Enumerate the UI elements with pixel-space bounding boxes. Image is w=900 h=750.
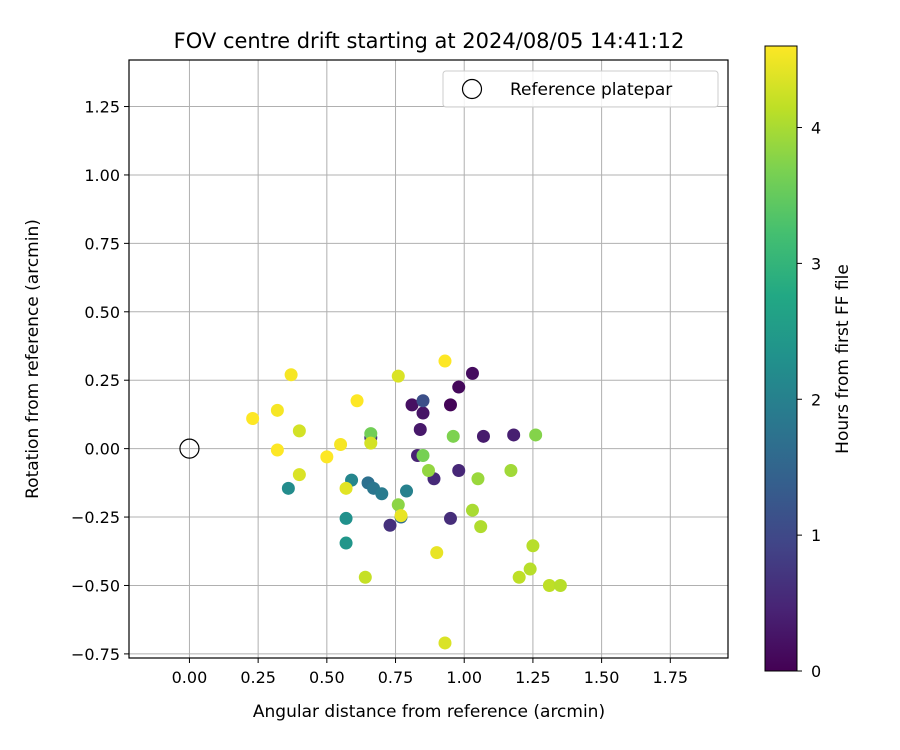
- data-point: [281, 481, 295, 495]
- data-point: [400, 484, 414, 498]
- data-point: [339, 536, 353, 550]
- y-tick-label: −0.25: [71, 508, 120, 527]
- data-point: [553, 578, 567, 592]
- y-tick-label: −0.50: [71, 576, 120, 595]
- data-point: [452, 464, 466, 478]
- data-point: [504, 464, 518, 478]
- data-point: [391, 498, 405, 512]
- reference-marker: [179, 438, 200, 459]
- data-point: [465, 366, 479, 380]
- data-point: [350, 394, 364, 408]
- chart-title: FOV centre drift starting at 2024/08/05 …: [174, 29, 685, 53]
- y-axis-label: Rotation from reference (arcmin): [23, 219, 43, 499]
- x-tick-label: 1.50: [584, 668, 620, 687]
- data-point: [358, 570, 372, 584]
- data-point: [334, 438, 348, 452]
- data-point: [416, 394, 430, 408]
- data-point: [474, 520, 488, 534]
- data-point: [465, 503, 479, 517]
- x-tick-label: 0.50: [309, 668, 345, 687]
- data-point: [526, 539, 540, 553]
- data-point: [443, 511, 457, 525]
- data-point: [416, 448, 430, 462]
- legend-label-reference: Reference platepar: [510, 80, 672, 100]
- x-tick-label: 0.00: [172, 668, 208, 687]
- data-point: [413, 422, 427, 436]
- data-point: [364, 427, 378, 441]
- y-tick-label: 0.00: [84, 440, 120, 459]
- x-tick-label: 1.25: [515, 668, 551, 687]
- x-axis-label: Angular distance from reference (arcmin): [253, 702, 605, 722]
- data-point: [542, 578, 556, 592]
- data-point: [476, 429, 490, 443]
- data-point: [364, 436, 378, 450]
- legend-marker-reference: [461, 78, 483, 100]
- data-point: [292, 424, 306, 438]
- data-point: [339, 481, 353, 495]
- y-tick-label: 1.25: [84, 98, 120, 117]
- x-tick-label: 0.25: [240, 668, 276, 687]
- data-point: [320, 450, 334, 464]
- data-point: [292, 468, 306, 482]
- data-point: [375, 487, 389, 501]
- y-tick-label: 0.25: [84, 371, 120, 390]
- legend-box: [442, 70, 719, 108]
- legend: Reference platepar: [442, 70, 719, 108]
- colorbar-gradient: [764, 45, 798, 672]
- data-point: [246, 412, 260, 426]
- data-point: [438, 354, 452, 368]
- data-point: [270, 443, 284, 457]
- x-axis-ticks: 0.00 0.25 0.50 0.75 1.00 1.25 1.50 1.75: [172, 658, 688, 687]
- data-point: [383, 518, 397, 532]
- y-tick-label: 0.75: [84, 234, 120, 253]
- data-point: [394, 509, 408, 523]
- data-point: [270, 403, 284, 417]
- colorbar-tick-label: 1: [811, 526, 821, 545]
- colorbar-tick-label: 3: [811, 254, 821, 273]
- data-point: [529, 428, 543, 442]
- colorbar-ticks: 0 1 2 3 4: [797, 119, 821, 681]
- colorbar-tick-label: 2: [811, 390, 821, 409]
- data-point: [523, 562, 537, 576]
- colorbar: 0 1 2 3 4 Hours from first FF file: [764, 45, 853, 681]
- data-point: [416, 406, 430, 420]
- data-point: [339, 511, 353, 525]
- y-axis-ticks: −0.75 −0.50 −0.25 0.00 0.25 0.50 0.75 1.00 1.25: [71, 98, 129, 664]
- grid: [129, 60, 728, 658]
- colorbar-tick-label: 4: [811, 119, 821, 138]
- data-point: [507, 428, 521, 442]
- reference-platepar-point: [179, 438, 200, 459]
- data-point: [430, 546, 444, 560]
- data-point: [471, 472, 485, 486]
- y-tick-label: 1.00: [84, 166, 120, 185]
- y-tick-label: −0.75: [71, 645, 120, 664]
- x-tick-label: 0.75: [378, 668, 414, 687]
- x-tick-label: 1.75: [652, 668, 688, 687]
- data-point: [422, 464, 435, 478]
- data-point: [446, 429, 460, 443]
- data-point: [452, 380, 466, 394]
- y-tick-label: 0.50: [84, 303, 120, 322]
- colorbar-label: Hours from first FF file: [833, 264, 853, 454]
- data-point: [512, 570, 526, 584]
- data-point: [391, 369, 405, 383]
- plot-frame: [128, 59, 729, 659]
- data-points: [246, 354, 567, 650]
- x-tick-label: 1.00: [446, 668, 482, 687]
- data-point: [443, 398, 457, 412]
- data-point: [405, 398, 419, 412]
- colorbar-tick-label: 0: [811, 662, 821, 681]
- data-point: [284, 368, 298, 382]
- data-point: [438, 636, 452, 650]
